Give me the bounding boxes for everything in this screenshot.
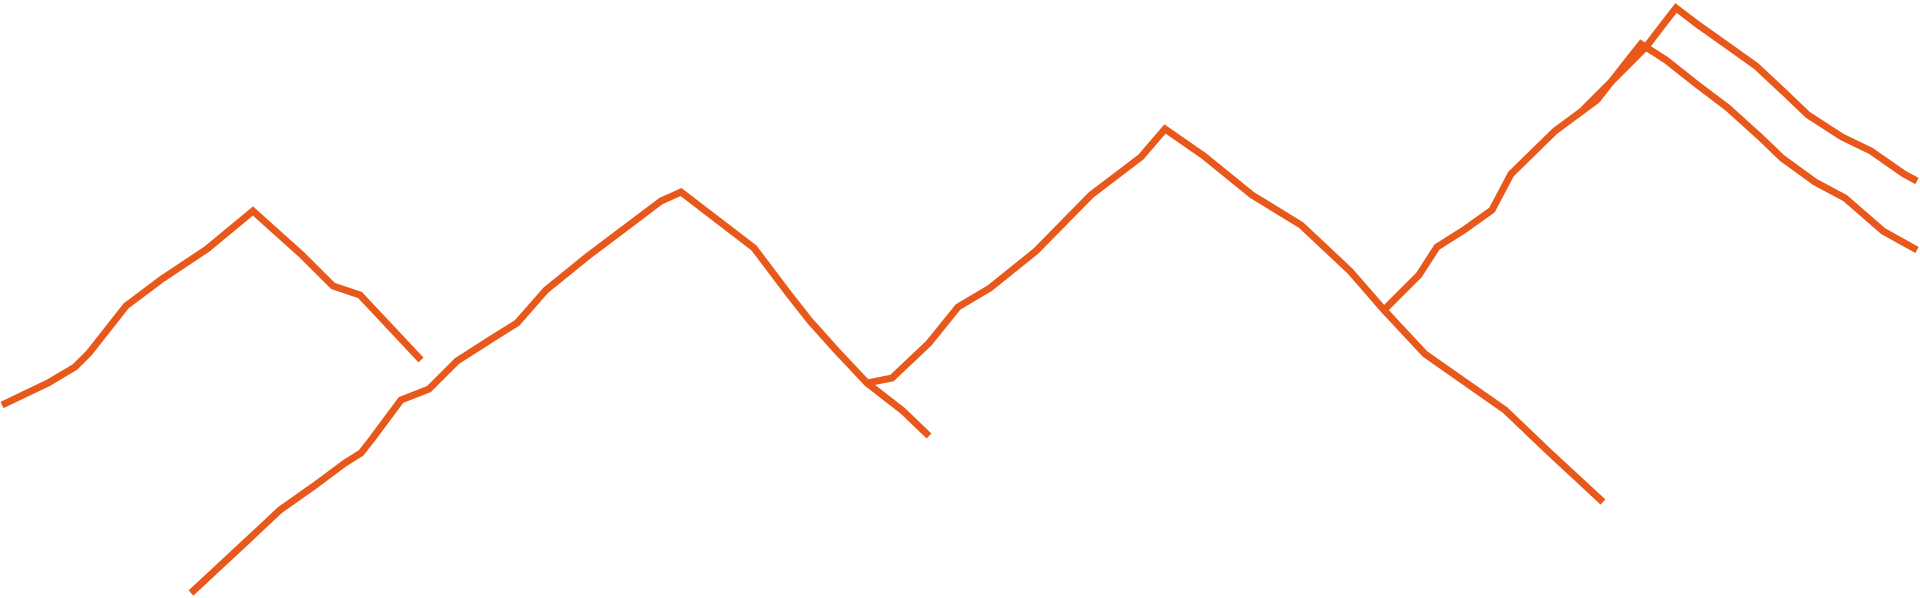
right-line [866, 124, 1606, 505]
peak-line [1580, 3, 1919, 185]
left-line [0, 206, 424, 409]
right-line-continued [1383, 39, 1919, 311]
left-line-continued [188, 187, 932, 596]
